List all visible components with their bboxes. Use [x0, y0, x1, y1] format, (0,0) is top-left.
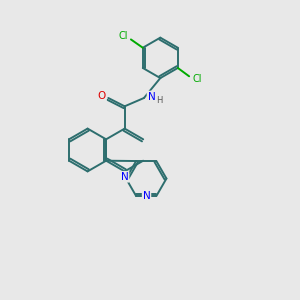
- Text: Cl: Cl: [192, 74, 202, 84]
- Text: O: O: [98, 91, 106, 100]
- Text: H: H: [157, 96, 163, 105]
- Text: Cl: Cl: [118, 32, 128, 41]
- Text: N: N: [148, 92, 155, 101]
- Text: N: N: [143, 191, 150, 201]
- Text: N: N: [121, 172, 128, 182]
